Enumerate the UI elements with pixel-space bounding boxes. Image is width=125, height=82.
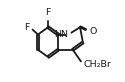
Text: HN: HN	[54, 30, 68, 39]
Text: F: F	[45, 8, 51, 17]
Text: CH₂Br: CH₂Br	[84, 60, 111, 69]
Text: F: F	[24, 23, 30, 32]
Text: O: O	[89, 27, 97, 36]
